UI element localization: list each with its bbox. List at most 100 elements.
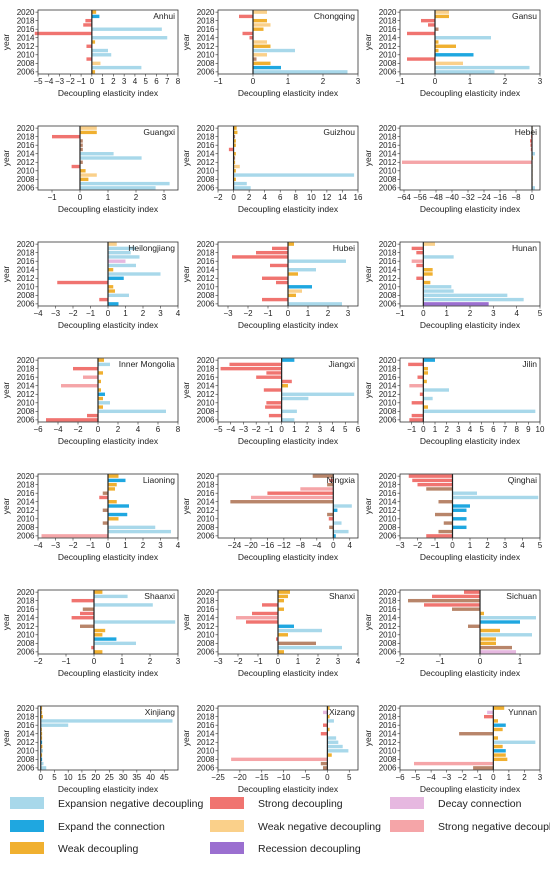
bar-2012 <box>80 624 94 628</box>
bar-2015 <box>416 263 424 268</box>
y-tick-label: 2006 <box>379 68 397 77</box>
bar-2011 <box>423 280 431 285</box>
bar-2006 <box>426 534 453 538</box>
y-tick-label: 2010 <box>197 631 215 640</box>
y-tick-label: 2016 <box>17 25 35 34</box>
x-tick-label: 10 <box>536 425 545 434</box>
bar-2011 <box>435 512 453 517</box>
y-tick-label: 2008 <box>197 407 215 416</box>
bar-2006 <box>435 70 495 74</box>
legend-label: Strong decoupling <box>258 798 343 810</box>
bar-2011 <box>253 48 295 53</box>
x-axis-title: Decoupling elasticity index <box>58 320 159 330</box>
bar-2008 <box>91 61 101 66</box>
bar-2011 <box>40 744 43 749</box>
bar-2014 <box>409 384 424 388</box>
bar-2010 <box>288 285 312 289</box>
x-tick-label: 5 <box>52 773 57 782</box>
x-tick-label: 4 <box>330 425 335 434</box>
panel-liaoning: Liaoning−4 −3 −2 −1 0 1 2 3 42006200820102012201… <box>1 472 181 562</box>
x-tick-label: 7 <box>165 77 170 86</box>
y-axis-title: year <box>181 150 191 167</box>
bar-2016 <box>256 375 282 379</box>
bar-2008 <box>253 61 271 66</box>
y-tick-label: 2006 <box>197 648 215 657</box>
bar-2014 <box>281 384 288 388</box>
x-tick-label: 4 <box>133 77 138 86</box>
x-axis-title: Decoupling elasticity index <box>420 204 521 214</box>
y-axis-title: year <box>181 498 191 515</box>
x-tick-label: 0 <box>106 541 111 550</box>
bar-2018 <box>421 18 435 23</box>
x-tick-label: 7 <box>503 425 508 434</box>
x-tick-label: 1 <box>292 425 297 434</box>
y-tick-label: 2006 <box>197 68 215 77</box>
x-tick-label: 3 <box>122 77 127 86</box>
legend-swatch <box>10 797 44 809</box>
bar-2018 <box>327 714 330 719</box>
bar-2007 <box>91 65 142 70</box>
x-tick-label: −15 <box>255 773 269 782</box>
y-tick-label: 2018 <box>17 16 35 25</box>
y-tick-label: 2018 <box>379 248 397 257</box>
bar-2009 <box>233 173 355 177</box>
legend-swatch <box>210 797 244 809</box>
x-axis-title: Decoupling elasticity index <box>238 552 339 562</box>
legend-item: Expansion negative decoupling <box>10 797 204 810</box>
bar-2016 <box>83 375 98 379</box>
x-tick-label: 2 <box>305 425 310 434</box>
bar-2014 <box>91 36 168 40</box>
bar-2016 <box>493 723 506 727</box>
plot-frame <box>37 357 179 423</box>
bar-2013 <box>288 272 298 276</box>
x-tick-label: 20 <box>91 773 100 782</box>
bar-2018 <box>484 714 494 719</box>
bar-2012 <box>435 44 456 48</box>
y-tick-label: 2020 <box>17 8 35 17</box>
bar-2009 <box>94 637 117 641</box>
y-tick-label: 2012 <box>379 738 397 747</box>
bar-2019 <box>408 362 424 367</box>
bar-2013 <box>493 736 498 740</box>
y-tick-label: 2008 <box>197 523 215 532</box>
bar-2007 <box>91 645 94 650</box>
legend-swatch <box>210 820 244 832</box>
y-tick-label: 2020 <box>379 356 397 365</box>
bar-2011 <box>91 48 108 53</box>
bar-2013 <box>423 272 433 276</box>
bar-2020 <box>493 706 505 710</box>
x-tick-label: −3 <box>223 309 233 318</box>
bar-2020 <box>108 242 117 246</box>
y-tick-label: 2012 <box>197 390 215 399</box>
y-tick-label: 2018 <box>197 132 215 141</box>
bar-2008 <box>423 293 508 298</box>
y-tick-label: 2018 <box>379 480 397 489</box>
y-tick-label: 2010 <box>379 283 397 292</box>
y-tick-label: 2006 <box>17 532 35 541</box>
y-tick-label: 2012 <box>197 622 215 631</box>
bar-2020 <box>253 10 267 14</box>
y-tick-label: 2014 <box>197 266 215 275</box>
panel-title: Hunan <box>512 243 537 253</box>
panel-shaanxi: Shaanxi−2 −1 0 1 2 32006200820102012201420162… <box>1 588 181 678</box>
y-axis-title: year <box>1 382 11 399</box>
bar-2014 <box>423 268 433 272</box>
bar-2009 <box>265 405 282 409</box>
bar-2012 <box>86 44 92 48</box>
bar-2007 <box>80 181 170 186</box>
x-tick-label: −2 <box>413 541 423 550</box>
x-tick-label: 0 <box>530 193 535 202</box>
bar-2017 <box>423 371 428 375</box>
x-tick-label: 3 <box>538 773 543 782</box>
bar-2007 <box>423 297 524 302</box>
bar-2008 <box>493 757 508 762</box>
bar-2010 <box>278 633 288 637</box>
bar-2017 <box>266 371 282 375</box>
bar-2011 <box>327 512 334 517</box>
y-tick-label: 2008 <box>17 407 35 416</box>
x-tick-label: −20 <box>233 773 247 782</box>
bar-2012 <box>233 160 236 164</box>
x-tick-label: 6 <box>156 425 161 434</box>
y-tick-label: 2014 <box>197 382 215 391</box>
